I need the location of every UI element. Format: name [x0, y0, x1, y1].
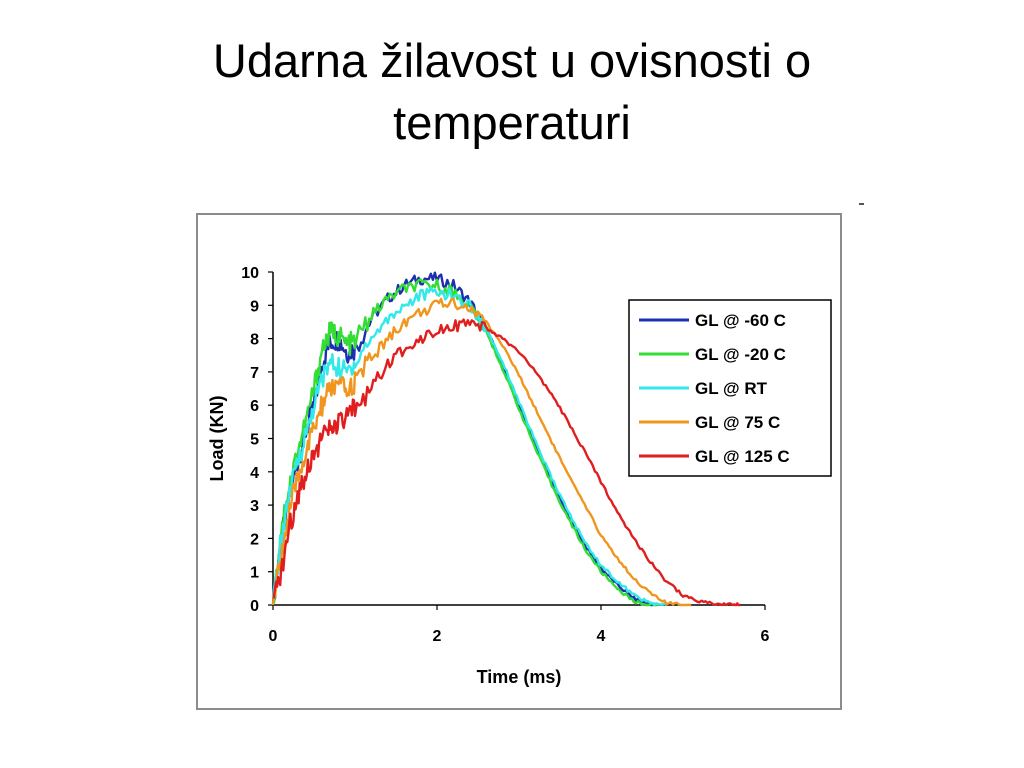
slide-title: Udarna žilavost u ovisnosti o temperatur…: [0, 30, 1024, 154]
legend-label: GL @ 75 C: [695, 413, 780, 432]
y-tick-label: 5: [250, 432, 259, 449]
slide-title-line-1: Udarna žilavost u ovisnosti o: [212, 34, 812, 87]
y-tick-label: 3: [250, 498, 259, 515]
x-tick-label: 2: [433, 628, 442, 645]
series-line-4: [271, 297, 692, 607]
y-tick-label: 1: [250, 565, 259, 582]
x-tick-label: 6: [761, 628, 770, 645]
series-line-1: [271, 271, 659, 607]
series-line-3: [271, 286, 668, 607]
y-tick-label: 4: [250, 465, 259, 482]
legend-label: GL @ RT: [695, 379, 768, 398]
legend-label: GL @ -20 C: [695, 345, 786, 364]
x-axis-title: Time (ms): [477, 667, 562, 687]
y-tick-label: 7: [250, 365, 259, 382]
series-line-5: [272, 318, 741, 607]
legend-label: GL @ 125 C: [695, 447, 790, 466]
legend-label: GL @ -60 C: [695, 311, 786, 330]
y-tick-label: 2: [250, 531, 259, 548]
y-tick-label: 9: [250, 298, 259, 315]
load-time-chart: 0 1 2 3 4 5 6 7 8 9 10 0 2 4 6 Time (ms) Load (KN) GL @ -…: [207, 265, 832, 687]
y-tick-label: 8: [250, 332, 259, 349]
chart-frame: 0 1 2 3 4 5 6 7 8 9 10 0 2 4 6 Time (ms) Load (KN) GL @ -…: [196, 213, 842, 710]
y-tick-label: 10: [241, 265, 259, 282]
x-tick-label: 4: [597, 628, 606, 645]
y-tick-label: 6: [250, 398, 259, 415]
series-line-2: [271, 278, 660, 607]
corner-mark: [859, 203, 864, 205]
y-axis-title: Load (KN): [207, 396, 227, 482]
y-tick-label: 0: [250, 598, 259, 615]
x-tick-label: 0: [269, 628, 278, 645]
slide-title-line-2: temperaturi: [393, 96, 631, 149]
